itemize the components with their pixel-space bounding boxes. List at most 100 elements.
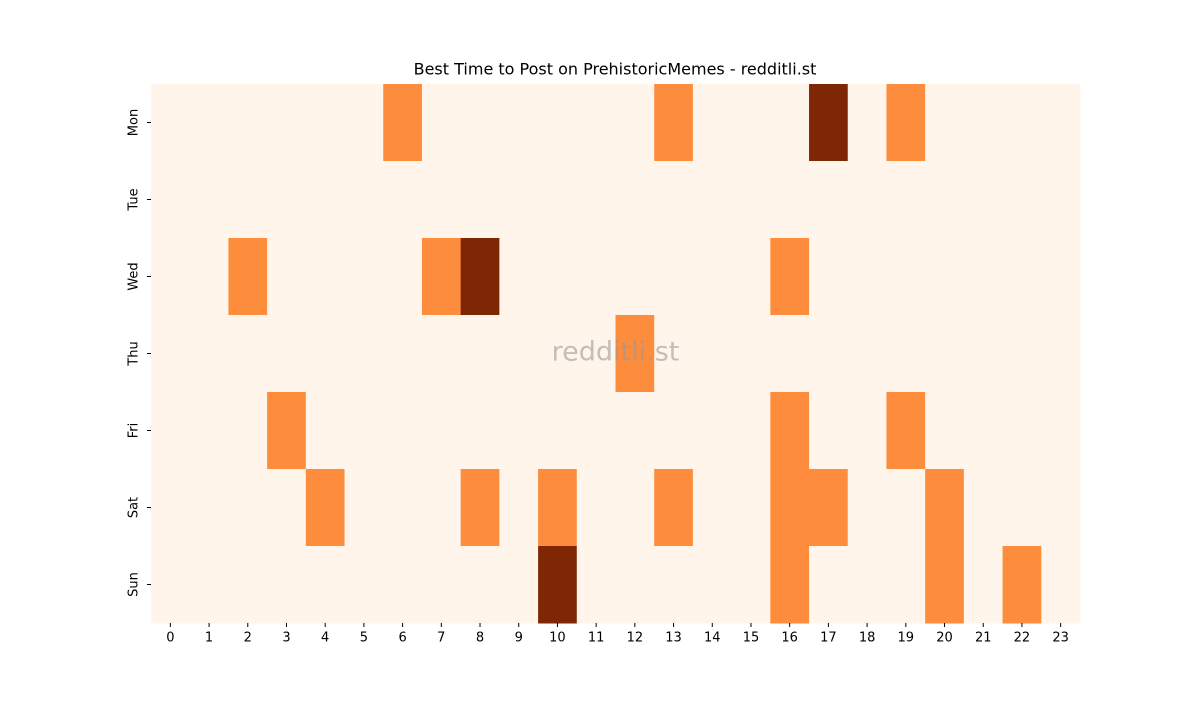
heat-cell: [1041, 161, 1081, 239]
heat-cell: [383, 315, 423, 393]
heat-cell: [344, 469, 384, 547]
heat-cell: [305, 238, 346, 316]
x-tick-label: 16: [781, 631, 798, 646]
heat-cell: [654, 161, 694, 239]
heat-cell: [151, 161, 191, 239]
heat-cell: [886, 161, 926, 239]
heat-cell: [151, 84, 191, 162]
heat-cell: [538, 392, 578, 470]
heat-cell: [305, 161, 346, 239]
x-tick-label: 5: [360, 631, 368, 646]
heat-cell: [267, 238, 307, 316]
heat-cell: [576, 546, 616, 624]
heat-cell: [1041, 546, 1081, 624]
heat-cell: [151, 546, 191, 624]
heat-cell: [692, 238, 733, 316]
x-tick-label: 1: [205, 631, 213, 646]
heat-cell: [267, 315, 307, 393]
x-tick-label: 22: [1014, 631, 1031, 646]
heat-cell: [1041, 238, 1081, 316]
heat-cell: [576, 469, 616, 547]
x-tick-label: 18: [859, 631, 876, 646]
heat-cell: [383, 161, 423, 239]
heat-cell: [383, 392, 423, 470]
heat-cell: [809, 469, 849, 547]
heat-cell: [847, 84, 887, 162]
heat-cell: [963, 161, 1004, 239]
y-tick-label: Sat: [127, 497, 142, 518]
heat-cell: [847, 315, 887, 393]
heat-cell: [886, 315, 926, 393]
heat-cell: [151, 469, 191, 547]
heat-cell: [228, 161, 268, 239]
heat-cell: [963, 546, 1004, 624]
heat-cell: [460, 546, 500, 624]
heat-cell: [886, 238, 926, 316]
x-tick-label: 11: [588, 631, 605, 646]
x-tick-label: 15: [743, 631, 760, 646]
heat-cell: [809, 161, 849, 239]
heat-cell: [770, 392, 810, 470]
heat-cell: [576, 84, 616, 162]
heat-cell: [344, 392, 384, 470]
heat-cell: [963, 238, 1004, 316]
heat-cell: [460, 469, 500, 547]
x-tick-label: 20: [936, 631, 953, 646]
heat-cell: [305, 315, 346, 393]
x-tick-label: 3: [282, 631, 290, 646]
x-tick-label: 23: [1052, 631, 1069, 646]
heat-cell: [1002, 161, 1042, 239]
heat-cell: [189, 392, 229, 470]
heat-cell: [538, 84, 578, 162]
heat-cell: [692, 84, 733, 162]
heat-cell: [1002, 84, 1042, 162]
heat-cell: [499, 392, 539, 470]
x-tick-label: 7: [437, 631, 445, 646]
heat-cell: [615, 469, 655, 547]
x-tick-label: 0: [166, 631, 174, 646]
heat-cell: [538, 161, 578, 239]
heat-cell: [383, 469, 423, 547]
heat-cell: [576, 238, 616, 316]
x-tick-label: 21: [975, 631, 992, 646]
heat-cell: [189, 84, 229, 162]
heat-cell: [151, 315, 191, 393]
heat-cell: [809, 238, 849, 316]
heat-cell: [228, 84, 268, 162]
heat-cell: [151, 238, 191, 316]
heat-cell: [189, 546, 229, 624]
heat-cell: [344, 161, 384, 239]
heat-cell: [654, 315, 694, 393]
heat-cell: [615, 84, 655, 162]
heat-cell: [963, 392, 1004, 470]
heat-cell: [189, 469, 229, 547]
heat-cell: [615, 238, 655, 316]
heat-cell: [344, 84, 384, 162]
heat-cell: [731, 161, 771, 239]
heat-cell: [654, 392, 694, 470]
heat-cell: [421, 546, 462, 624]
heat-cell: [499, 161, 539, 239]
heat-cell: [538, 469, 578, 547]
heat-cell: [731, 469, 771, 547]
x-tick-label: 6: [398, 631, 406, 646]
heat-cell: [421, 84, 462, 162]
heat-cell: [770, 238, 810, 316]
heat-cell: [228, 315, 268, 393]
heat-cell: [228, 469, 268, 547]
heat-cell: [267, 161, 307, 239]
heat-cell: [267, 84, 307, 162]
heat-cell: [538, 238, 578, 316]
heat-cell: [809, 84, 849, 162]
chart-title: Best Time to Post on PrehistoricMemes - …: [414, 60, 817, 79]
heat-cell: [654, 238, 694, 316]
heat-cell: [925, 546, 965, 624]
heat-cell: [460, 84, 500, 162]
heat-cell: [654, 546, 694, 624]
heat-cell: [1002, 469, 1042, 547]
heat-cell: [692, 161, 733, 239]
heat-cell: [809, 546, 849, 624]
heat-cell: [847, 392, 887, 470]
heat-cell: [576, 315, 616, 393]
